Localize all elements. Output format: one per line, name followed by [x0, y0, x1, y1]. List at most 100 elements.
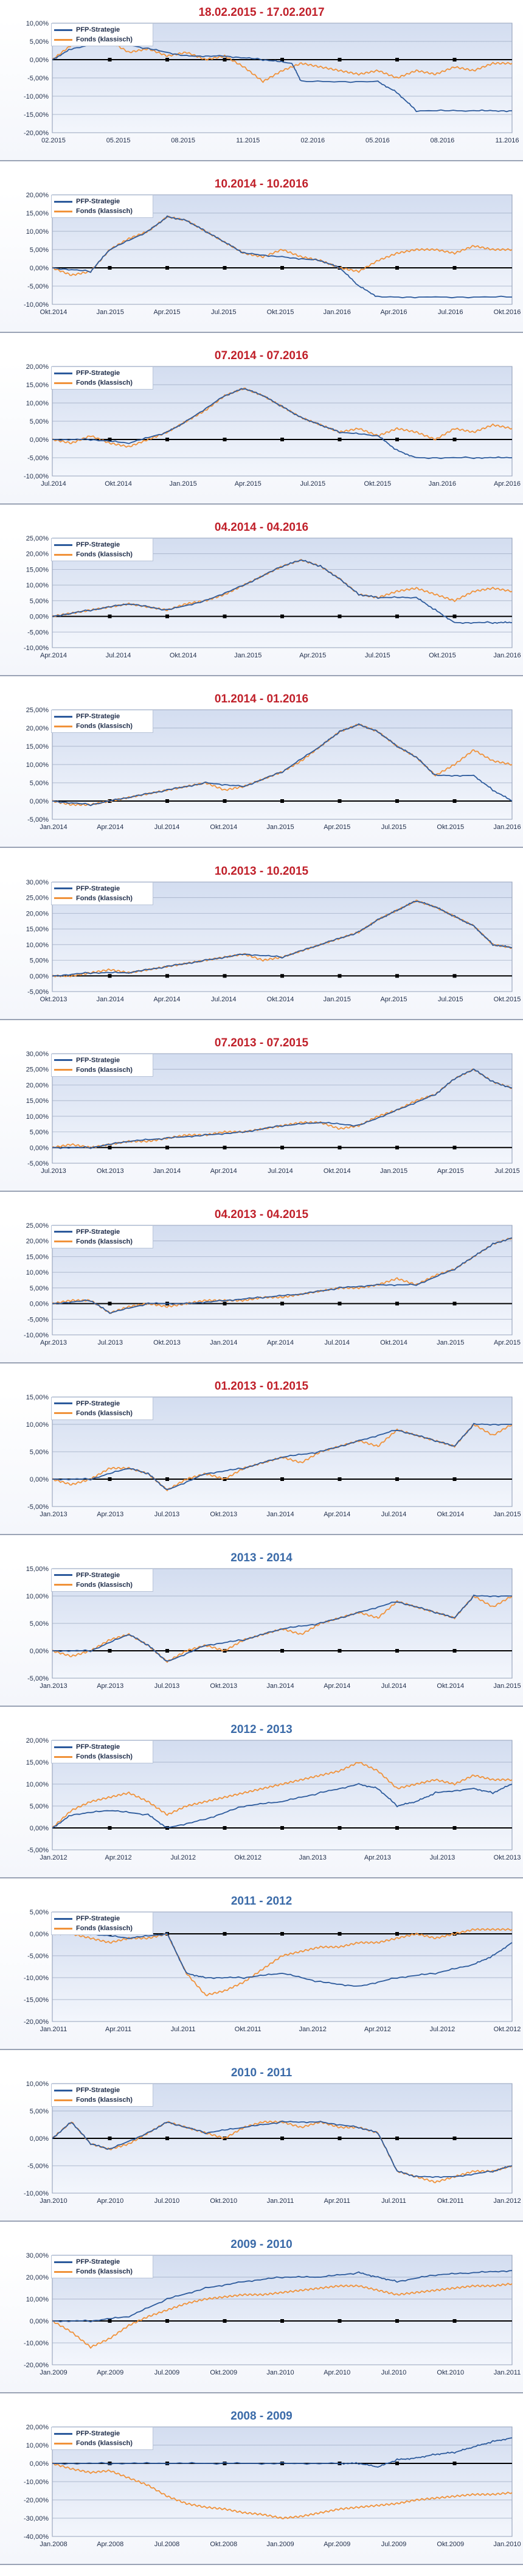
- x-tick-label: Apr.2009: [97, 2369, 123, 2376]
- zero-marker: [452, 973, 457, 978]
- x-tick-label: Jul.2015: [438, 996, 463, 1003]
- x-tick-label: Apr.2011: [105, 2026, 131, 2033]
- x-tick-label: 05.2016: [365, 137, 390, 144]
- x-tick-label: Apr.2011: [324, 2197, 350, 2205]
- zero-marker: [338, 1145, 342, 1149]
- zero-marker: [280, 1648, 284, 1653]
- x-tick-label: Jan.2014: [266, 1682, 294, 1690]
- y-tick-label: -20,00%: [24, 2018, 49, 2026]
- y-tick-label: -20,00%: [24, 2362, 49, 2369]
- chart-panel: 2012 - 2013 20,00% 15,00% 10,00% 5,00% 0,00% -…: [0, 1717, 523, 1878]
- legend-label: Fonds (klassisch): [76, 1066, 133, 1074]
- series-line-strategy: [52, 215, 512, 299]
- y-tick-label: -5,00%: [27, 1316, 49, 1323]
- zero-marker: [108, 1301, 112, 1306]
- y-tick-label: -5,00%: [27, 816, 49, 824]
- y-tick-label: 5,00%: [30, 957, 49, 964]
- legend-swatch: [54, 1584, 72, 1586]
- legend-label: PFP-Strategie: [76, 541, 120, 549]
- legend-entry: PFP-Strategie: [54, 1914, 150, 1923]
- legend-label: PFP-Strategie: [76, 1056, 120, 1064]
- x-tick-label: Jan.2011: [267, 2197, 294, 2205]
- y-tick-label: 15,00%: [26, 1759, 49, 1766]
- legend: PFP-Strategie Fonds (klassisch): [51, 1740, 153, 1763]
- x-tick-label: 08.2015: [171, 137, 195, 144]
- y-tick-label: 15,00%: [26, 567, 49, 574]
- y-tick-label: -10,00%: [24, 645, 49, 652]
- chart-title: 10.2013 - 10.2015: [214, 864, 309, 878]
- legend-label: Fonds (klassisch): [76, 2096, 133, 2104]
- x-tick-label: Apr.2015: [437, 1167, 464, 1175]
- legend: PFP-Strategie Fonds (klassisch): [51, 23, 153, 46]
- zero-marker: [223, 2137, 227, 2141]
- zero-marker: [223, 266, 227, 270]
- x-tick-label: Okt.2014: [380, 1339, 407, 1346]
- legend-label: Fonds (klassisch): [76, 208, 133, 215]
- legend-label: PFP-Strategie: [76, 26, 120, 33]
- zero-marker: [165, 2137, 169, 2141]
- x-tick-label: Jan.2008: [40, 2541, 67, 2548]
- x-tick-label: Jan.2014: [210, 1339, 237, 1346]
- y-tick-label: -5,00%: [27, 1160, 49, 1167]
- chart-svg: 25,00% 20,00% 15,00% 10,00% 5,00% 0,00% -5,00%…: [24, 1222, 521, 1346]
- x-tick-label: Apr.2013: [364, 1854, 391, 1861]
- legend-entry: PFP-Strategie: [54, 2429, 150, 2438]
- chart-panel: 2009 - 2010 30,00% 20,00% 10,00% 0,00% -10,00…: [0, 2232, 523, 2394]
- legend-label: Fonds (klassisch): [76, 1753, 133, 1760]
- x-tick-label: Jan.2015: [97, 309, 124, 316]
- legend-swatch: [54, 2089, 72, 2091]
- series-line-fund: [52, 1762, 513, 1828]
- chart-title: 07.2013 - 07.2015: [214, 1036, 309, 1049]
- legend-label: PFP-Strategie: [76, 713, 120, 721]
- x-tick-label: Okt.2013: [153, 1339, 181, 1346]
- zero-marker: [108, 1826, 112, 1830]
- x-tick-label: Jan.2016: [429, 480, 456, 488]
- y-tick-label: 10,00%: [26, 1421, 49, 1429]
- zero-marker: [280, 1826, 284, 1830]
- y-tick-label: 0,00%: [30, 1144, 49, 1152]
- series-line-strategy: [52, 1423, 512, 1490]
- x-tick-label: Jul.2015: [300, 480, 325, 488]
- legend-entry: PFP-Strategie: [54, 2085, 150, 2095]
- x-tick-label: Okt.2013: [210, 1682, 237, 1690]
- legend-entry: PFP-Strategie: [54, 1055, 150, 1065]
- legend-label: Fonds (klassisch): [76, 379, 133, 387]
- y-tick-label: -10,00%: [24, 301, 49, 309]
- x-tick-label: Jul.2009: [381, 2541, 407, 2548]
- zero-marker: [165, 438, 169, 442]
- zero-marker: [108, 58, 112, 61]
- y-tick-label: -10,00%: [24, 1332, 49, 1339]
- x-tick-label: Jul.2014: [41, 480, 66, 488]
- legend: PFP-Strategie Fonds (klassisch): [51, 1568, 153, 1592]
- x-tick-label: Jul.2012: [430, 2026, 455, 2033]
- legend-swatch: [54, 1402, 72, 1405]
- chart-title: 01.2014 - 01.2016: [214, 693, 309, 706]
- y-tick-label: 5,00%: [30, 38, 49, 46]
- y-tick-label: 5,00%: [30, 1285, 49, 1292]
- x-tick-label: Jan.2009: [40, 2369, 67, 2376]
- x-tick-label: Okt.2015: [429, 652, 456, 659]
- x-tick-label: Jan.2014: [266, 1511, 294, 1518]
- x-tick-label: Jan.2015: [234, 652, 262, 659]
- x-tick-label: Jul.2013: [154, 1511, 180, 1518]
- series-line-strategy: [52, 1068, 513, 1149]
- x-tick-label: Apr.2013: [97, 1511, 123, 1518]
- x-tick-label: Jul.2014: [324, 1339, 350, 1346]
- zero-marker: [165, 973, 169, 978]
- zero-marker: [280, 438, 284, 442]
- x-tick-label: Jul.2014: [211, 996, 237, 1003]
- x-tick-label: Apr.2008: [97, 2541, 123, 2548]
- x-tick-label: Okt.2014: [267, 996, 294, 1003]
- x-tick-label: Okt.2014: [324, 1167, 351, 1175]
- legend-swatch: [54, 1059, 72, 1062]
- legend-entry: PFP-Strategie: [54, 197, 150, 206]
- zero-marker: [223, 1648, 227, 1653]
- chart-title: 10.2014 - 10.2016: [214, 178, 309, 191]
- y-tick-label: -5,00%: [27, 1675, 49, 1682]
- y-tick-label: 0,00%: [30, 1476, 49, 1483]
- y-tick-label: 20,00%: [26, 363, 49, 371]
- y-tick-label: 15,00%: [26, 1253, 49, 1261]
- x-tick-label: Okt.2015: [364, 480, 392, 488]
- y-tick-label: 5,00%: [30, 2108, 49, 2115]
- y-tick-label: 30,00%: [26, 2252, 49, 2259]
